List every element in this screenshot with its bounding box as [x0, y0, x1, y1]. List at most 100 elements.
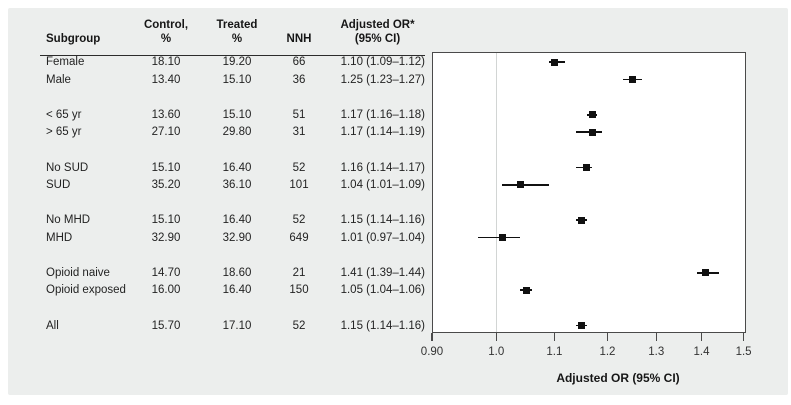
or-ci-cell: 1.01 (0.97–1.04)	[340, 231, 425, 244]
nnh-cell: 101	[289, 178, 309, 191]
treated-cell: 16.40	[222, 214, 252, 227]
table-row: Opioid exposed 16.00 16.40 150 1.05 (1.04–1.…	[0, 282, 791, 298]
x-tick-label: 0.90	[420, 346, 444, 358]
x-axis-label: Adjusted OR (95% CI)	[556, 371, 680, 385]
control-cell: 35.20	[151, 178, 181, 191]
or-marker	[498, 234, 506, 242]
or-marker	[516, 181, 524, 189]
or-marker	[550, 58, 558, 66]
nnh-cell: 21	[292, 266, 306, 279]
or-ci-cell: 1.17 (1.14–1.19)	[340, 126, 425, 139]
or-marker	[578, 322, 585, 330]
subgroup-cell: All	[46, 319, 59, 332]
subgroup-cell: No SUD	[46, 161, 89, 174]
subgroup-cell: > 65 yr	[46, 126, 82, 139]
or-ci-cell: 1.10 (1.09–1.12)	[340, 56, 425, 69]
col-header-adjusted-or-line2: (95% CI)	[354, 32, 401, 45]
control-cell: 13.40	[151, 73, 181, 86]
col-header-treated-line2: %	[231, 32, 243, 45]
or-ci-cell: 1.25 (1.23–1.27)	[340, 73, 425, 86]
col-header-adjusted-or-line1: Adjusted OR*	[340, 19, 415, 31]
or-marker	[702, 269, 710, 277]
table-row: All 15.70 17.10 52 1.15 (1.14–1.16)	[0, 318, 791, 334]
plot-area	[432, 52, 746, 333]
subgroup-cell: < 65 yr	[46, 108, 82, 121]
subgroup-cell: MHD	[46, 231, 73, 244]
treated-cell: 15.10	[222, 73, 252, 86]
table-row: > 65 yr 27.10 29.80 31 1.17 (1.14–1.19)	[0, 124, 791, 140]
ci-bar	[502, 184, 549, 186]
control-cell: 15.70	[151, 319, 181, 332]
treated-cell: 17.10	[222, 319, 252, 332]
subgroup-cell: Opioid naive	[46, 266, 110, 279]
x-tick-label: 1.4	[693, 346, 710, 358]
control-cell: 15.10	[151, 161, 181, 174]
subgroup-cell: Opioid exposed	[46, 284, 126, 297]
x-axis-tick	[700, 333, 703, 341]
nnh-cell: 66	[292, 56, 306, 69]
x-axis-tick	[495, 333, 497, 341]
subgroup-cell: SUD	[46, 178, 71, 191]
table-row: Female 18.10 19.20 66 1.10 (1.09–1.12)	[0, 54, 791, 70]
col-header-nnh: NNH	[286, 33, 312, 45]
or-marker	[588, 128, 596, 136]
nnh-cell: 31	[292, 126, 306, 139]
table-row: < 65 yr 13.60 15.10 51 1.17 (1.16–1.18)	[0, 107, 791, 123]
or-ci-cell: 1.04 (1.01–1.09)	[340, 178, 425, 191]
x-tick-label: 1.3	[648, 346, 665, 358]
table-row: SUD 35.20 36.10 101 1.04 (1.01–1.09)	[0, 177, 791, 193]
control-cell: 13.60	[151, 108, 181, 121]
subgroup-cell: Female	[46, 56, 85, 69]
col-header-treated-line1: Treated	[216, 19, 258, 31]
x-axis-tick	[742, 333, 745, 341]
or-marker	[583, 164, 591, 172]
x-tick-label: 1.0	[488, 346, 505, 358]
reference-line	[495, 53, 497, 332]
or-marker	[522, 286, 530, 294]
or-ci-cell: 1.15 (1.14–1.16)	[340, 214, 425, 227]
or-marker	[628, 76, 636, 84]
table-row: No SUD 15.10 16.40 52 1.16 (1.14–1.17)	[0, 160, 791, 176]
or-marker	[588, 111, 596, 119]
treated-cell: 19.20	[222, 56, 252, 69]
x-axis-tick	[553, 333, 555, 341]
control-cell: 15.10	[151, 214, 181, 227]
or-ci-cell: 1.41 (1.39–1.44)	[340, 266, 425, 279]
treated-cell: 16.40	[222, 161, 252, 174]
control-cell: 32.90	[151, 231, 181, 244]
control-cell: 27.10	[151, 126, 181, 139]
x-tick-label: 1.1	[546, 346, 563, 358]
or-ci-cell: 1.16 (1.14–1.17)	[340, 161, 425, 174]
x-axis-tick	[655, 333, 657, 341]
header-rule	[40, 55, 425, 57]
control-cell: 16.00	[151, 284, 181, 297]
col-header-adjusted-or: Adjusted OR* (95% CI)	[330, 19, 425, 46]
treated-cell: 29.80	[222, 126, 252, 139]
subgroup-cell: No MHD	[46, 214, 91, 227]
x-axis-tick	[606, 333, 609, 341]
table-row: Male 13.40 15.10 36 1.25 (1.23–1.27)	[0, 72, 791, 88]
or-marker	[578, 216, 585, 224]
col-header-control: Control, %	[128, 19, 204, 46]
nnh-cell: 649	[289, 231, 309, 244]
treated-cell: 15.10	[222, 108, 252, 121]
or-ci-cell: 1.15 (1.14–1.16)	[340, 319, 425, 332]
subgroup-cell: Male	[46, 73, 71, 86]
or-ci-cell: 1.17 (1.16–1.18)	[340, 108, 425, 121]
treated-cell: 18.60	[222, 266, 252, 279]
nnh-cell: 52	[292, 161, 306, 174]
nnh-cell: 52	[292, 214, 306, 227]
col-header-subgroup: Subgroup	[46, 33, 101, 45]
col-header-control-line1: Control,	[143, 19, 189, 31]
control-cell: 14.70	[151, 266, 181, 279]
control-cell: 18.10	[151, 56, 181, 69]
col-header-treated: Treated %	[199, 19, 275, 46]
table-row: MHD 32.90 32.90 649 1.01 (0.97–1.04)	[0, 230, 791, 246]
col-header-control-line2: %	[160, 32, 172, 45]
nnh-cell: 36	[292, 73, 306, 86]
table-row: No MHD 15.10 16.40 52 1.15 (1.14–1.16)	[0, 212, 791, 228]
treated-cell: 16.40	[222, 284, 252, 297]
treated-cell: 36.10	[222, 178, 252, 191]
or-ci-cell: 1.05 (1.04–1.06)	[340, 284, 425, 297]
